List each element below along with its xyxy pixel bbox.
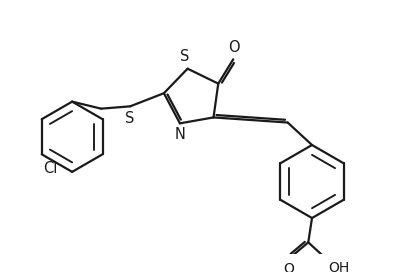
Text: N: N <box>175 127 185 142</box>
Text: OH: OH <box>328 261 349 272</box>
Text: O: O <box>228 40 240 55</box>
Text: O: O <box>283 262 294 272</box>
Text: S: S <box>126 112 135 126</box>
Text: Cl: Cl <box>43 161 57 176</box>
Text: S: S <box>180 49 189 64</box>
